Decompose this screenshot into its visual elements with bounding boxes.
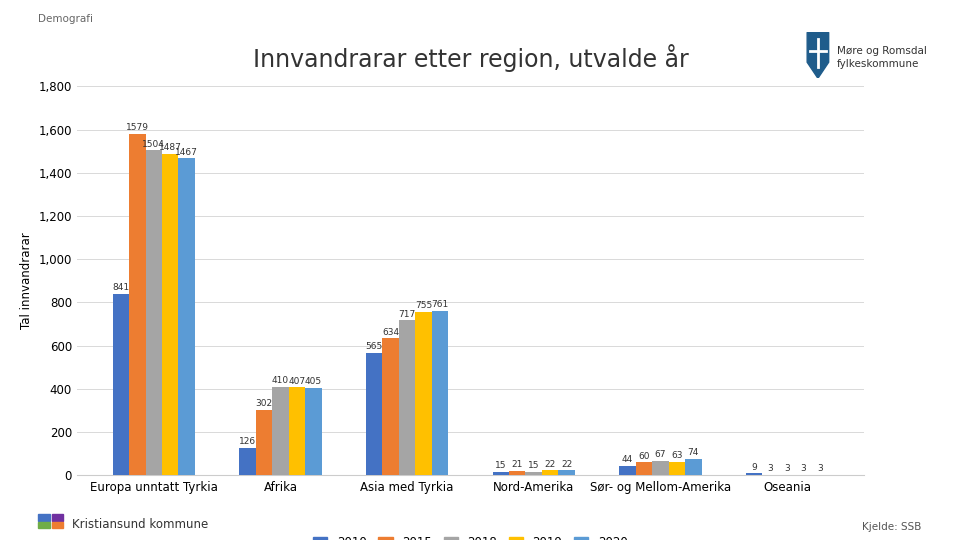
Text: 9: 9 <box>752 463 757 471</box>
Bar <box>239 448 255 475</box>
Title: Innvandrarar etter region, utvalde år: Innvandrarar etter region, utvalde år <box>252 44 688 72</box>
Bar <box>509 471 525 475</box>
Text: 761: 761 <box>431 300 448 309</box>
Bar <box>432 311 448 475</box>
Bar <box>382 338 398 475</box>
Bar <box>559 470 575 475</box>
Text: 74: 74 <box>687 449 699 457</box>
Bar <box>398 320 416 475</box>
Text: 407: 407 <box>288 376 305 386</box>
Text: 63: 63 <box>671 451 683 460</box>
Text: 22: 22 <box>544 460 556 469</box>
Bar <box>179 158 195 475</box>
Text: 1487: 1487 <box>158 143 181 152</box>
Bar <box>146 150 162 475</box>
Text: 3: 3 <box>768 464 774 473</box>
Bar <box>416 312 432 475</box>
Text: Demografi: Demografi <box>38 14 93 24</box>
Text: 21: 21 <box>512 460 523 469</box>
Bar <box>162 154 179 475</box>
Text: 755: 755 <box>415 301 432 310</box>
Text: Kristiansund kommune: Kristiansund kommune <box>72 518 208 531</box>
Bar <box>668 462 685 475</box>
Text: 410: 410 <box>272 376 289 385</box>
Text: 67: 67 <box>655 450 666 459</box>
Y-axis label: Tal innvandrarar: Tal innvandrarar <box>20 232 33 329</box>
Text: 841: 841 <box>112 283 130 292</box>
Bar <box>112 294 129 475</box>
Bar <box>273 387 289 475</box>
Text: 717: 717 <box>398 309 416 319</box>
Bar <box>129 134 146 475</box>
Bar <box>525 472 542 475</box>
Text: 1467: 1467 <box>176 147 198 157</box>
Text: 3: 3 <box>801 464 806 473</box>
Text: 60: 60 <box>638 451 650 461</box>
Bar <box>366 353 382 475</box>
Polygon shape <box>807 32 828 78</box>
Bar <box>255 410 273 475</box>
Text: Møre og Romsdal
fylkeskommune: Møre og Romsdal fylkeskommune <box>837 46 927 69</box>
Bar <box>746 473 762 475</box>
Text: Kjelde: SSB: Kjelde: SSB <box>862 522 922 532</box>
Text: 44: 44 <box>622 455 633 464</box>
Legend: 2010, 2015, 2018, 2019, 2020: 2010, 2015, 2018, 2019, 2020 <box>308 532 633 540</box>
Text: 3: 3 <box>817 464 823 473</box>
Text: 302: 302 <box>255 399 273 408</box>
Text: 126: 126 <box>239 437 256 446</box>
Text: 22: 22 <box>561 460 572 469</box>
Text: 15: 15 <box>495 461 507 470</box>
Text: 15: 15 <box>528 461 540 470</box>
Bar <box>542 470 559 475</box>
Text: 1504: 1504 <box>142 140 165 149</box>
Bar <box>685 459 702 475</box>
Text: 634: 634 <box>382 328 399 336</box>
Text: 565: 565 <box>366 342 383 352</box>
Bar <box>636 462 652 475</box>
Text: 1579: 1579 <box>126 124 149 132</box>
Text: 3: 3 <box>784 464 790 473</box>
Bar <box>492 472 509 475</box>
Bar <box>652 461 668 475</box>
Bar <box>289 387 305 475</box>
Bar <box>619 465 636 475</box>
Text: 405: 405 <box>304 377 322 386</box>
Bar <box>305 388 322 475</box>
